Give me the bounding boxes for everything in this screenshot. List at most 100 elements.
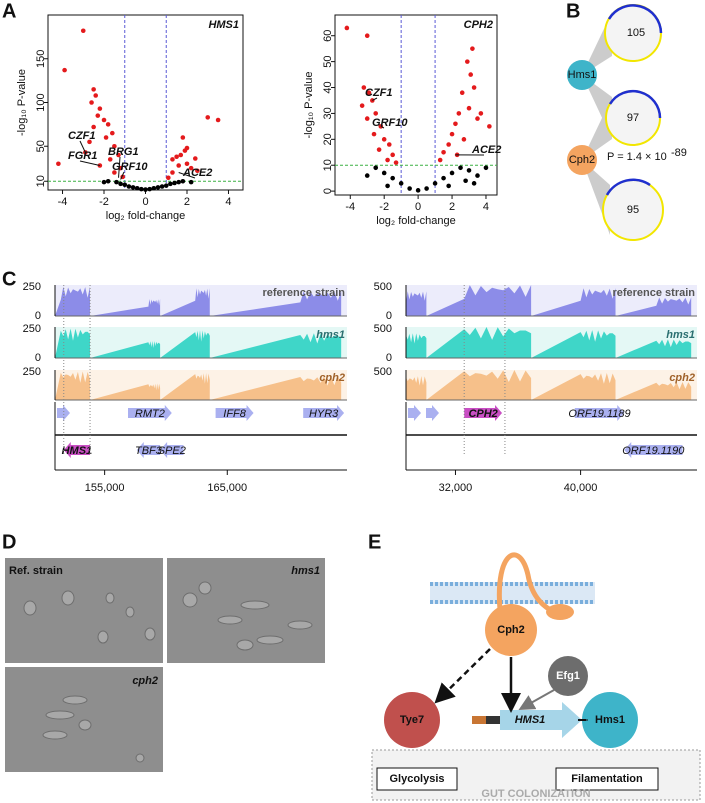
point [390,152,395,158]
point [170,157,175,162]
gene-label: IFF8 [223,408,246,420]
x-tick-label: 0 [142,196,148,208]
point [459,90,465,95]
point [101,179,107,185]
chart-title: HMS1 [208,19,239,31]
cell [23,600,37,616]
point [385,183,390,189]
y-tick-label: 250 [23,323,41,335]
point [458,165,463,171]
x-tick-label: -2 [379,201,389,213]
point [471,85,477,90]
cell [182,592,198,608]
node [548,656,588,696]
x-tick-label: 32,000 [439,482,473,494]
promoter [486,716,500,724]
point [376,147,382,152]
chart-title: CPH2 [464,19,493,31]
point [424,186,429,191]
point [176,163,181,168]
x-tick-label: 4 [225,196,231,208]
y-tick-label: 250 [23,281,41,293]
point [449,170,455,176]
point [93,93,99,98]
x-tick-label: 155,000 [85,482,125,494]
y-axis-label: -log₁₀ P-value [16,69,28,136]
point [487,124,492,129]
y-tick-label: 10 [322,159,334,171]
point [170,170,175,175]
point [95,113,101,118]
cell [78,719,92,731]
y-tick-label: 0 [35,310,41,322]
point [184,145,190,151]
track-label: cph2 [319,372,345,384]
outcome-label: Filamentation [571,773,643,785]
point [364,116,370,121]
point [461,137,467,142]
y-tick-label: 0 [322,188,334,194]
node-label: Hms1 [595,714,625,726]
panel-label: A [2,0,16,22]
cell [144,627,156,641]
coverage [55,328,347,358]
p-exponent: -89 [671,147,687,159]
y-tick-label: 30 [322,107,334,119]
point [114,179,119,185]
arrow [518,689,555,710]
point [130,185,136,190]
cell [198,581,212,595]
annotation-leader [178,172,196,179]
point [56,161,61,167]
gene-label: CPH2 [468,408,497,420]
cone [582,97,612,160]
x-tick-label: 2 [449,201,455,213]
p-value: P = 1.4 × 10 [607,151,667,163]
cell [125,606,135,618]
annotation-leader [79,160,100,166]
point [398,181,404,186]
point [116,152,121,158]
gene [136,442,161,458]
coverage [406,285,697,316]
point [381,170,387,176]
x-tick-label: 4 [483,201,489,213]
point [147,186,152,192]
arrow [434,648,491,704]
overlap-count: 97 [627,112,639,124]
point [468,72,474,77]
gene [160,442,184,458]
x-tick-label: 40,000 [564,482,598,494]
point [122,182,128,188]
y-tick-label: 20 [322,133,334,145]
model-diagram: Cph2 Efg1 Tye7 Hms1 HMS1 Glycolysis Fila… [371,552,701,801]
point [87,139,92,145]
point [192,156,198,161]
point [361,85,367,90]
point [105,122,111,127]
micrograph-label: hms1 [291,565,320,577]
overlap-panel: Hms1 Cph2 105 97 95 P = 1.4 × 10 -89 [567,4,687,241]
point [155,185,161,190]
y-tick-label: 150 [35,50,47,68]
y-tick-label: 100 [35,93,47,111]
point [103,135,109,140]
point [180,178,186,184]
point [344,25,350,31]
node [384,692,440,748]
point [188,165,194,171]
node-label: Tye7 [400,714,424,726]
point [441,175,446,181]
y-axis-label: -log₁₀ P-value [303,72,315,139]
point [126,184,132,189]
point [475,116,480,121]
receptor [496,552,557,615]
track-label: reference strain [612,287,695,299]
cell [105,592,115,604]
gene [215,405,254,421]
gene [624,442,683,458]
point [465,59,470,64]
gene [426,405,439,421]
point [176,179,181,185]
point [373,111,379,116]
